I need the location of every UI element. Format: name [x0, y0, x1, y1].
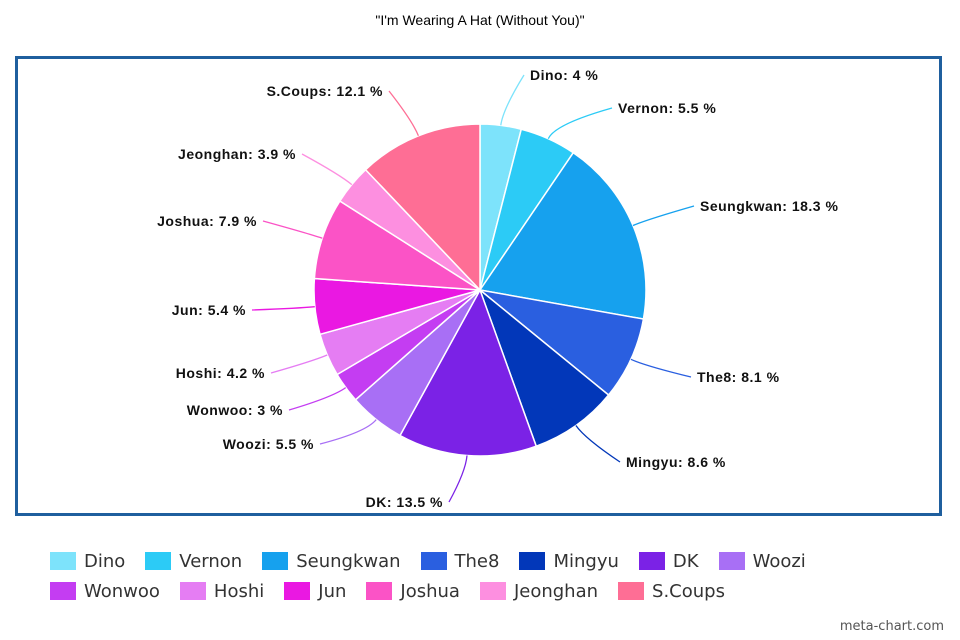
- legend-swatch: [638, 552, 665, 570]
- legend-item-dino[interactable]: Dino: [50, 546, 125, 576]
- label-connector-woozi: [319, 419, 377, 445]
- label-connector-seungkwan: [632, 205, 695, 227]
- slice-label-the8: The8: 8.1 %: [697, 369, 780, 385]
- label-connector-dino: [500, 74, 525, 126]
- slice-label-vernon: Vernon: 5.5 %: [618, 100, 716, 116]
- label-connector-mingyu: [575, 425, 621, 463]
- legend-label: Hoshi: [213, 580, 265, 602]
- legend-row: Dino Vernon Seungkwan The8 Mingyu DK Woozi: [50, 546, 930, 576]
- label-connector-wonwoo: [288, 387, 347, 411]
- chart-legend: Dino Vernon Seungkwan The8 Mingyu DK Woozi Wonw…: [50, 546, 930, 606]
- legend-label: Jeonghan: [513, 580, 599, 602]
- legend-label: S.Coups: [652, 580, 725, 602]
- pie-slice-dk[interactable]: [399, 288, 538, 457]
- legend-swatch: [50, 582, 76, 600]
- legend-item-wonwoo[interactable]: Wonwoo: [50, 576, 160, 606]
- legend-item-dk[interactable]: DK: [638, 546, 699, 576]
- slice-label-s-coups: S.Coups: 12.1 %: [267, 83, 383, 99]
- label-connector-joshua: [262, 220, 323, 239]
- legend-label: Jun: [318, 580, 347, 602]
- legend-label: Seungkwan: [296, 550, 401, 572]
- legend-label: DK: [672, 550, 699, 572]
- legend-swatch: [420, 552, 447, 570]
- legend-row: Wonwoo Hoshi Jun Joshua Jeonghan S.Coups: [50, 576, 930, 606]
- legend-label: Mingyu: [553, 550, 619, 572]
- legend-item-jeonghan[interactable]: Jeonghan: [479, 576, 599, 606]
- legend-item-hoshi[interactable]: Hoshi: [179, 576, 265, 606]
- pie-slice-s-coups[interactable]: [364, 123, 481, 292]
- legend-item-vernon[interactable]: Vernon: [145, 546, 242, 576]
- label-connector-s-coups: [388, 90, 420, 137]
- label-connector-jeonghan: [301, 153, 353, 186]
- legend-item-woozi[interactable]: Woozi: [718, 546, 806, 576]
- slice-label-jeonghan: Jeonghan: 3.9 %: [178, 146, 296, 162]
- legend-item-the8[interactable]: The8: [420, 546, 500, 576]
- slice-label-dk: DK: 13.5 %: [366, 494, 443, 510]
- legend-swatch: [366, 582, 393, 600]
- watermark: meta-chart.com: [839, 619, 944, 634]
- legend-swatch: [179, 582, 206, 600]
- legend-swatch: [50, 552, 76, 570]
- legend-label: The8: [454, 550, 500, 572]
- label-connector-the8: [630, 358, 692, 378]
- slice-label-jun: Jun: 5.4 %: [172, 302, 246, 318]
- legend-label: Wonwoo: [84, 580, 160, 602]
- chart-title: "I'm Wearing A Hat (Without You)": [375, 12, 585, 28]
- legend-item-jun[interactable]: Jun: [284, 576, 346, 606]
- legend-swatch: [284, 582, 311, 600]
- plot-area-frame: [15, 56, 942, 516]
- legend-swatch: [145, 552, 172, 570]
- slice-label-joshua: Joshua: 7.9 %: [157, 213, 257, 229]
- legend-swatch: [479, 582, 506, 600]
- legend-swatch: [618, 582, 645, 600]
- label-connector-hoshi: [270, 354, 328, 374]
- legend-label: Dino: [84, 550, 126, 572]
- legend-item-joshua[interactable]: Joshua: [366, 576, 460, 606]
- legend-item-s-coups[interactable]: S.Coups: [618, 576, 725, 606]
- legend-swatch: [718, 552, 745, 570]
- legend-label: Woozi: [752, 550, 806, 572]
- slice-label-hoshi: Hoshi: 4.2 %: [176, 365, 265, 381]
- legend-item-seungkwan[interactable]: Seungkwan: [262, 546, 401, 576]
- legend-item-mingyu[interactable]: Mingyu: [519, 546, 619, 576]
- label-connector-jun: [251, 306, 315, 311]
- pie-slice-mingyu[interactable]: [478, 287, 610, 448]
- slice-label-dino: Dino: 4 %: [530, 67, 598, 83]
- label-connector-dk: [448, 455, 468, 503]
- slice-label-seungkwan: Seungkwan: 18.3 %: [700, 198, 838, 214]
- legend-swatch: [519, 552, 546, 570]
- legend-label: Joshua: [400, 580, 460, 602]
- slice-label-mingyu: Mingyu: 8.6 %: [626, 454, 726, 470]
- legend-swatch: [262, 552, 289, 570]
- pie-slice-seungkwan[interactable]: [478, 151, 647, 320]
- label-connector-vernon: [547, 107, 613, 140]
- slice-label-woozi: Woozi: 5.5 %: [223, 436, 314, 452]
- slice-label-wonwoo: Wonwoo: 3 %: [187, 402, 283, 418]
- legend-label: Vernon: [179, 550, 243, 572]
